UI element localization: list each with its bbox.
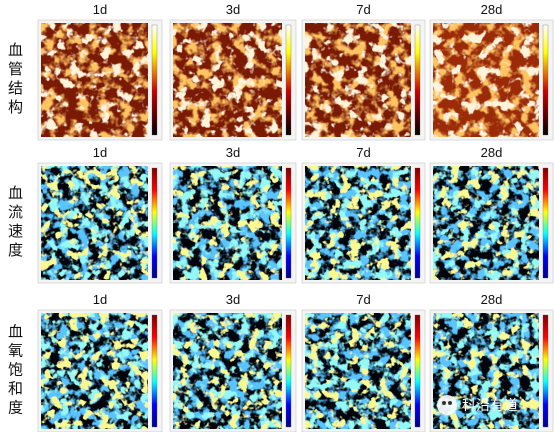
panel <box>169 309 297 432</box>
colorbar <box>285 24 292 136</box>
panel <box>37 309 163 432</box>
column-label: 3d <box>226 2 240 17</box>
colorbar <box>151 314 158 428</box>
image-texture <box>41 313 148 429</box>
colorbar <box>542 314 549 428</box>
colorbar <box>285 314 292 428</box>
column-label: 3d <box>226 292 240 307</box>
colorbar <box>151 24 158 136</box>
colorbar <box>414 167 421 279</box>
panel <box>301 309 426 432</box>
column-label: 28d <box>481 145 503 160</box>
panel <box>301 162 426 284</box>
image-texture <box>433 23 539 137</box>
panel <box>37 162 163 284</box>
column-label: 1d <box>93 2 107 17</box>
image-texture <box>433 166 539 280</box>
image-texture <box>173 166 282 280</box>
panel <box>301 19 426 141</box>
panel <box>429 19 554 141</box>
column-label: 3d <box>226 145 240 160</box>
colorbar <box>542 24 549 136</box>
column-label: 7d <box>356 145 370 160</box>
colorbar <box>285 167 292 279</box>
image-texture <box>41 23 148 137</box>
image-texture <box>305 166 411 280</box>
column-label: 1d <box>93 145 107 160</box>
colorbar <box>151 167 158 279</box>
row-label: 血流速度 <box>6 185 24 261</box>
watermark: 科沿有道 <box>437 395 518 415</box>
column-label: 28d <box>481 2 503 17</box>
column-label: 7d <box>356 2 370 17</box>
column-label: 7d <box>356 292 370 307</box>
watermark-text: 科沿有道 <box>462 398 518 414</box>
row-label: 血氧饱和度 <box>6 324 24 419</box>
column-label: 1d <box>93 292 107 307</box>
panel <box>169 162 297 284</box>
colorbar <box>414 24 421 136</box>
row-label: 血管结构 <box>6 42 24 118</box>
colorbar <box>414 314 421 428</box>
panel <box>37 19 163 141</box>
image-texture <box>305 23 411 137</box>
image-texture <box>305 313 411 429</box>
panel <box>169 19 297 141</box>
panel <box>429 162 554 284</box>
image-texture <box>173 313 282 429</box>
colorbar <box>542 167 549 279</box>
image-texture <box>173 23 282 137</box>
column-label: 28d <box>481 292 503 307</box>
image-texture <box>41 166 148 280</box>
